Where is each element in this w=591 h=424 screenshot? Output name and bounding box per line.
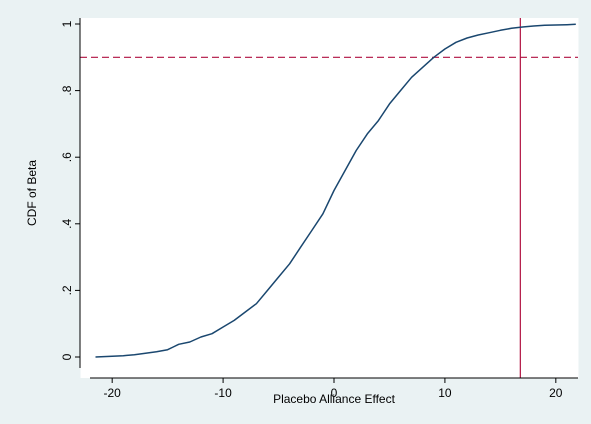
y-tick-label: .2 <box>60 285 74 295</box>
x-tick-label: -20 <box>104 386 122 400</box>
y-axis: 0 .2 .4 .6 .8 1 <box>60 18 81 368</box>
x-tick-label: -10 <box>214 386 232 400</box>
x-tick-label: 10 <box>438 386 452 400</box>
plot-area <box>80 18 579 378</box>
x-tick-label: 0 <box>331 386 338 400</box>
x-tick-label: 20 <box>549 386 563 400</box>
y-tick-label: .8 <box>60 85 74 95</box>
cdf-series-line <box>95 23 576 358</box>
y-tick-label: .4 <box>60 218 74 228</box>
y-tick-label: 0 <box>60 353 74 360</box>
y-tick-label: 1 <box>60 20 74 27</box>
y-axis-title: CDF of Beta <box>25 160 39 226</box>
x-axis: -20 -10 0 10 20 <box>90 377 578 400</box>
y-tick-label: .6 <box>60 152 74 162</box>
x-axis-title: Placebo Alliance Effect <box>273 392 396 406</box>
